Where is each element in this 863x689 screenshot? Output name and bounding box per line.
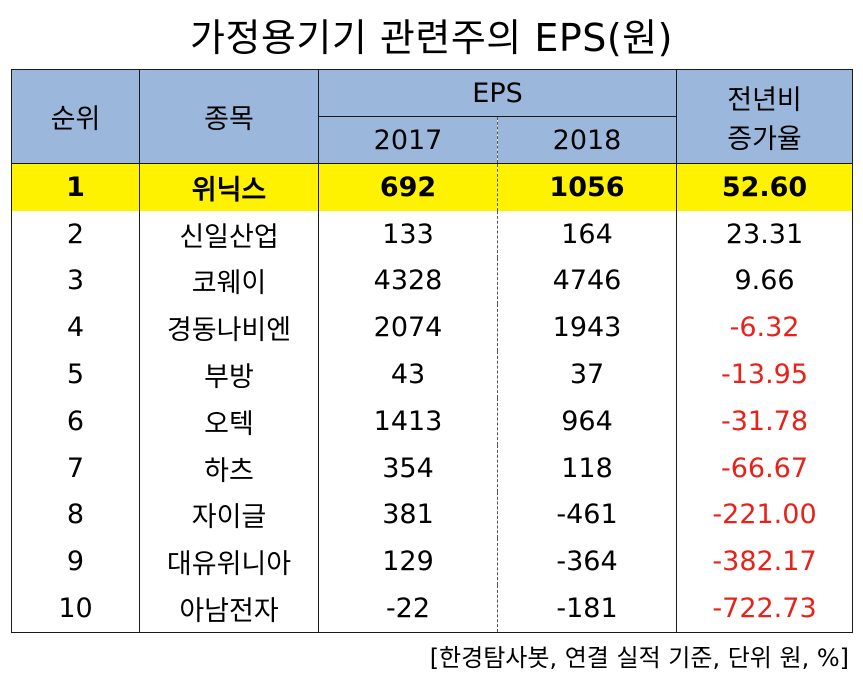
table-row: 4 경동나비엔 2074 1943 -6.32 <box>11 304 854 352</box>
table-row: 8 자이글 381 -461 -221.00 <box>11 491 854 539</box>
name-cell: 오텍 <box>139 397 319 445</box>
eps-2017-cell: 354 <box>318 444 498 492</box>
growth-rate-cell: 52.60 <box>676 163 854 211</box>
name-cell: 위닉스 <box>139 163 319 211</box>
rank-cell: 7 <box>11 444 140 492</box>
page-title: 가정용기기 관련주의 EPS(원) <box>190 16 673 60</box>
table-row: 7 하츠 354 118 -66.67 <box>11 444 854 492</box>
growth-rate-cell: -722.73 <box>676 585 854 633</box>
eps-2017-cell: 133 <box>318 210 498 258</box>
rank-cell: 5 <box>11 351 140 398</box>
header-row-2: 2017 2018 <box>12 116 853 164</box>
eps-2017-cell: 692 <box>318 163 498 211</box>
rank-cell: 3 <box>11 257 140 305</box>
name-cell: 대유위니아 <box>139 538 319 586</box>
table-row: 1 위닉스 692 1056 52.60 <box>11 163 854 211</box>
footnote: [한경탐사봇, 연결 실적 기준, 단위 원, %] <box>429 644 849 672</box>
eps-2018-cell: 1056 <box>497 163 678 211</box>
eps-2018-cell: 37 <box>497 351 678 398</box>
header-row-1: 순위 종목 EPS 전년비 증가율 <box>11 69 854 164</box>
eps-2017-cell: 43 <box>318 351 498 398</box>
name-cell: 하츠 <box>139 444 319 492</box>
name-cell: 경동나비엔 <box>139 304 319 352</box>
eps-2017-cell: 4328 <box>318 257 498 305</box>
header-eps: EPS <box>317 69 678 117</box>
eps-2018-cell: 1943 <box>497 304 678 352</box>
table-row: 9 대유위니아 129 -364 -382.17 <box>11 538 854 586</box>
rank-cell: 4 <box>11 304 140 352</box>
eps-2018-cell: -364 <box>497 538 678 586</box>
rank-cell: 6 <box>11 397 140 445</box>
eps-2018-cell: 118 <box>497 444 678 492</box>
table-row: 5 부방 43 37 -13.95 <box>11 351 854 398</box>
growth-rate-cell: -6.32 <box>676 304 854 352</box>
growth-rate-cell: -382.17 <box>676 538 854 586</box>
eps-2017-cell: 381 <box>318 491 498 539</box>
name-cell: 부방 <box>139 351 319 398</box>
header-rank: 순위 <box>11 69 140 164</box>
growth-rate-cell: -66.67 <box>676 444 854 492</box>
name-cell: 신일산업 <box>139 210 319 258</box>
header-year-2017: 2017 <box>318 116 498 164</box>
header-name: 종목 <box>139 69 319 164</box>
rank-cell: 8 <box>11 491 140 539</box>
rank-cell: 1 <box>11 163 140 211</box>
eps-2017-cell: 1413 <box>318 397 498 445</box>
table-row: 6 오텍 1413 964 -31.78 <box>11 397 854 445</box>
growth-rate-cell: -13.95 <box>676 351 854 398</box>
eps-2018-cell: 4746 <box>497 257 678 305</box>
eps-table: 순위 종목 EPS 전년비 증가율 2017 2018 1 위닉스 692 1056 5… <box>11 69 854 633</box>
name-cell: 자이글 <box>139 491 319 539</box>
header-rate: 전년비 증가율 <box>676 69 854 164</box>
growth-rate-cell: 9.66 <box>676 257 854 305</box>
header-year-2018: 2018 <box>496 116 678 164</box>
rank-cell: 2 <box>11 210 140 258</box>
header-rate-line1: 전년비 <box>727 84 802 116</box>
table-row: 2 신일산업 133 164 23.31 <box>11 210 854 258</box>
eps-2017-cell: -22 <box>318 585 498 633</box>
rank-cell: 9 <box>11 538 140 586</box>
table-header: 순위 종목 EPS 전년비 증가율 2017 2018 <box>11 69 854 164</box>
eps-2017-cell: 2074 <box>318 304 498 352</box>
eps-2018-cell: -181 <box>497 585 678 633</box>
eps-2018-cell: -461 <box>497 491 678 539</box>
name-cell: 코웨이 <box>139 257 319 305</box>
growth-rate-cell: -221.00 <box>676 491 854 539</box>
table-row: 10 아남전자 -22 -181 -722.73 <box>11 585 854 633</box>
eps-2018-cell: 164 <box>497 210 678 258</box>
growth-rate-cell: -31.78 <box>676 397 854 445</box>
table-row: 3 코웨이 4328 4746 9.66 <box>11 257 854 305</box>
eps-2017-cell: 129 <box>318 538 498 586</box>
table-body: 1 위닉스 692 1056 52.60 2 신일산업 133 164 23.31 3 코웨이 4328… <box>11 163 854 633</box>
header-rate-line2: 증가율 <box>727 123 802 155</box>
eps-2018-cell: 964 <box>497 397 678 445</box>
growth-rate-cell: 23.31 <box>676 210 854 258</box>
rank-cell: 10 <box>11 585 140 633</box>
name-cell: 아남전자 <box>139 585 319 633</box>
